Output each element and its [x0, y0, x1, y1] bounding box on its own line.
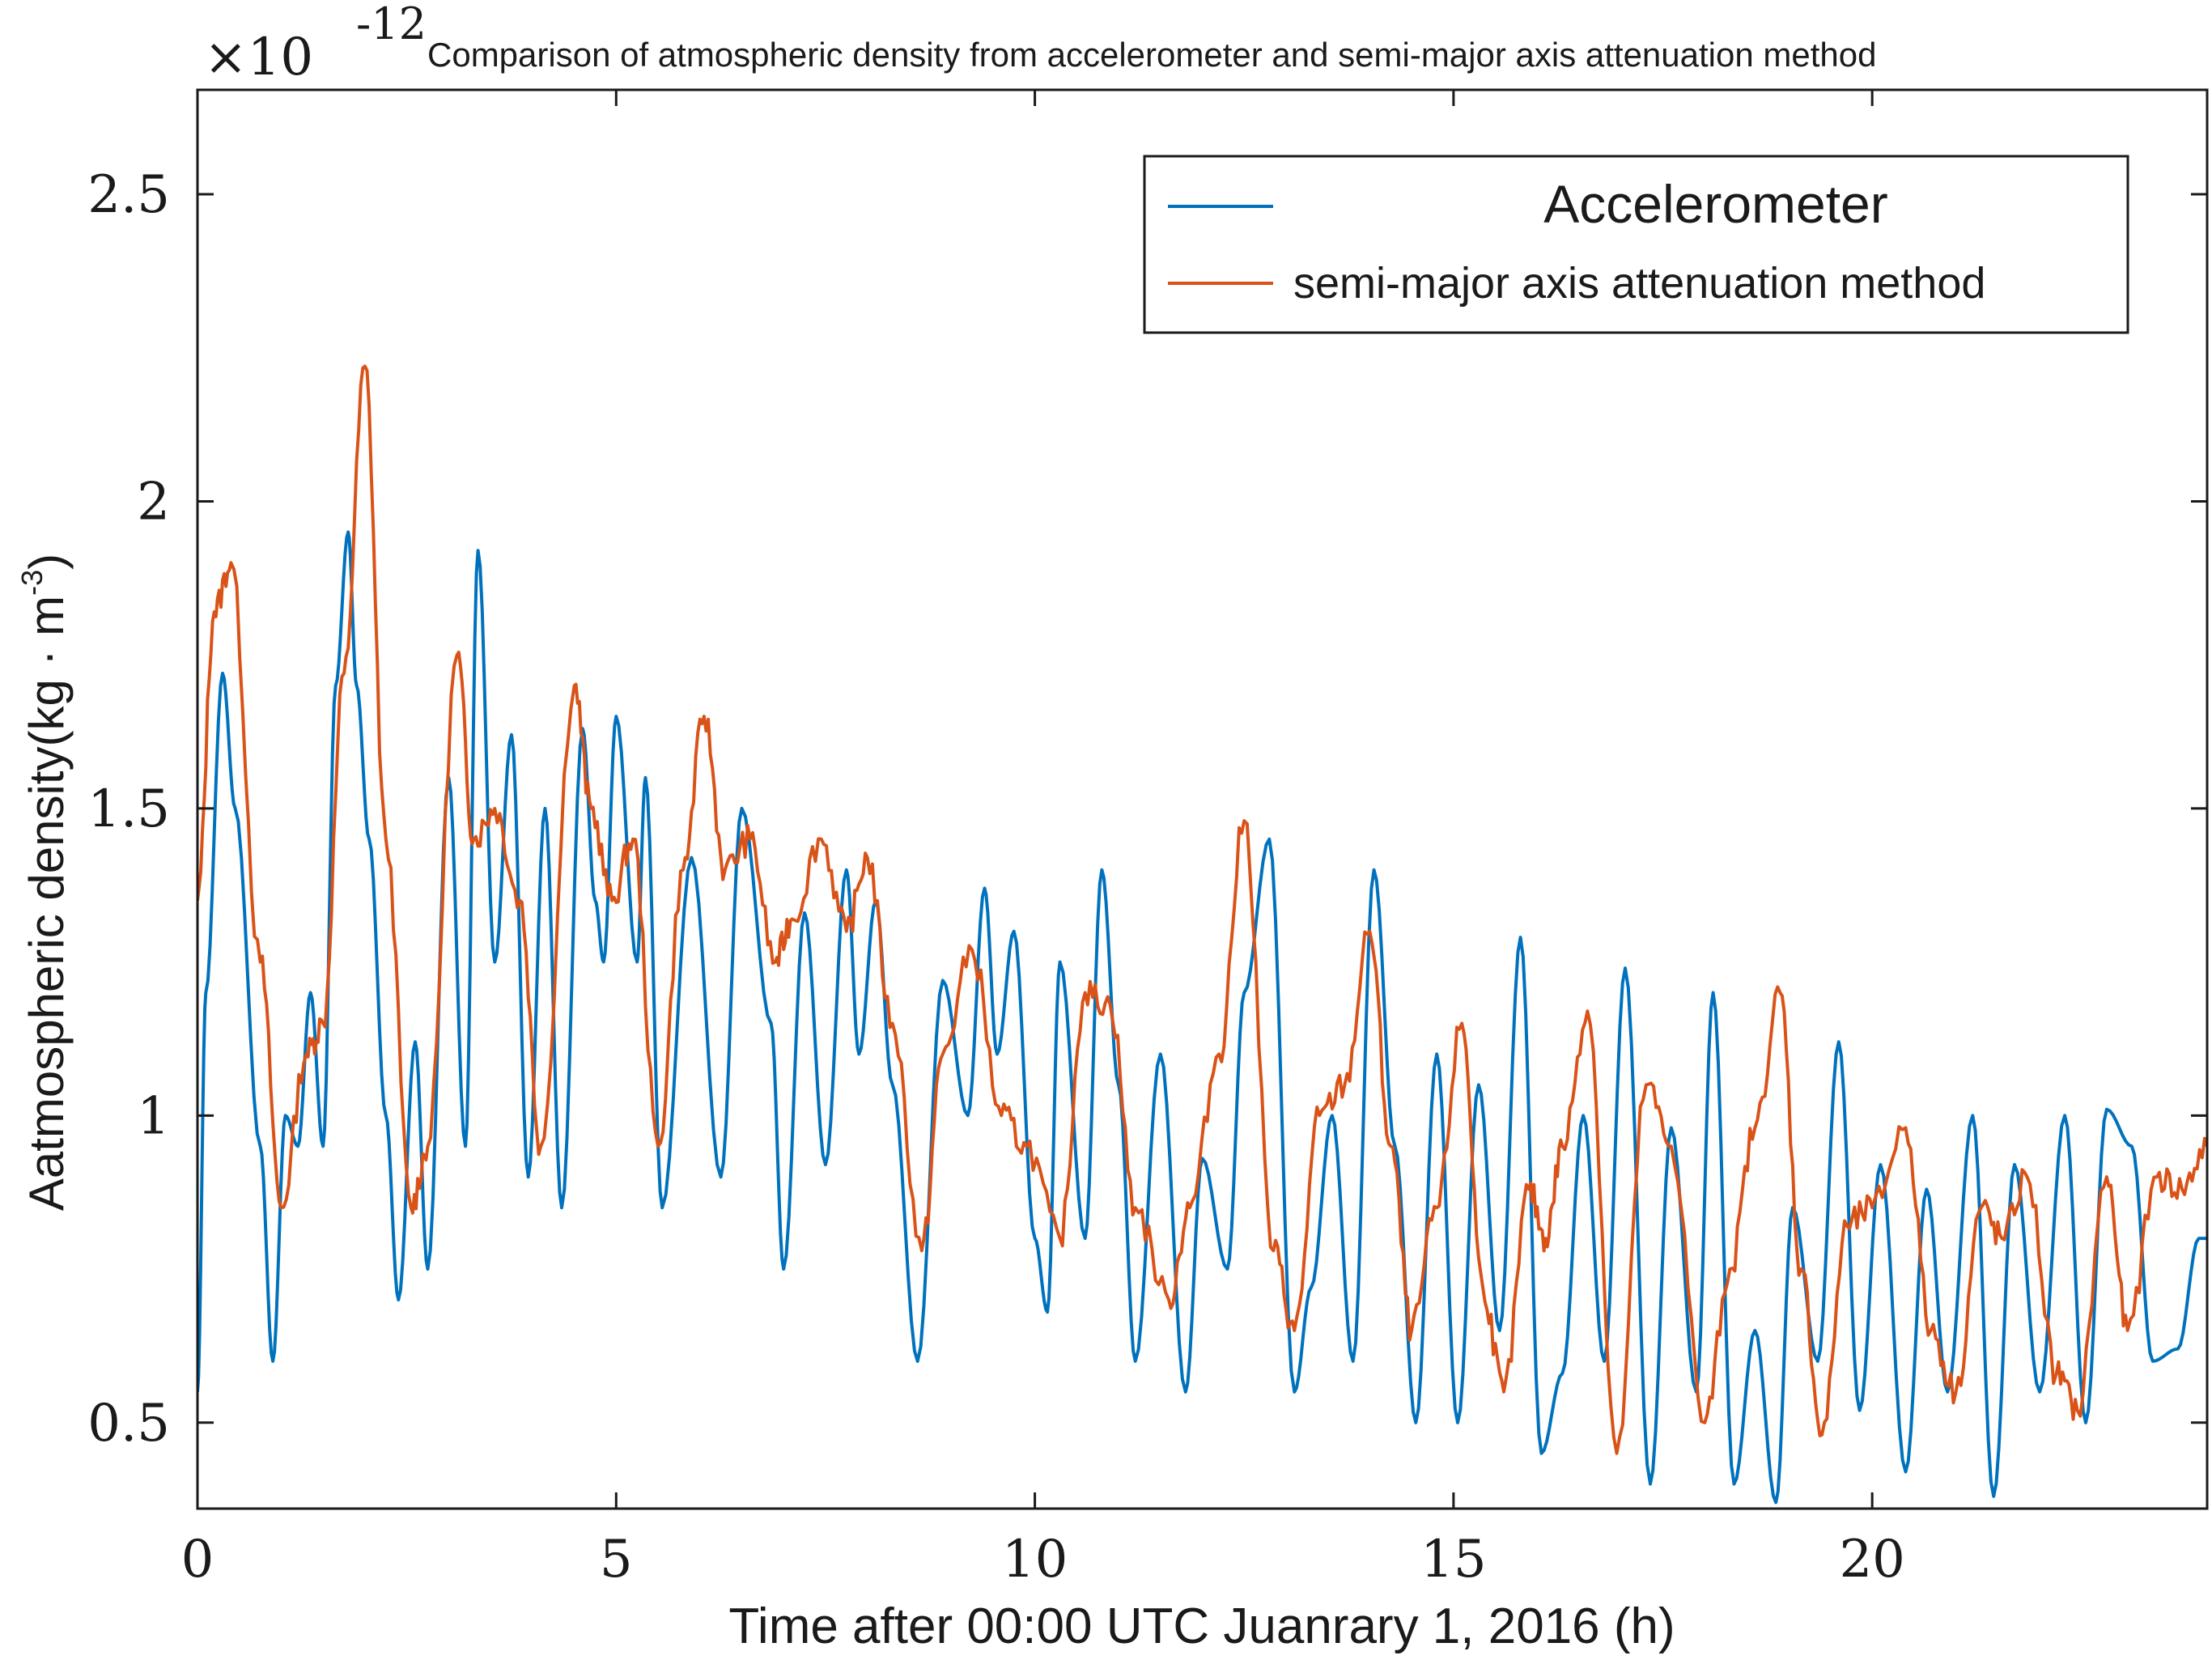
y-tick-label: 1.5	[87, 779, 170, 839]
y-tick-label: 2.5	[87, 165, 170, 225]
x-tick-label: 5	[600, 1530, 633, 1590]
plot-frame	[196, 88, 2209, 1510]
x-axis-label: Time after 00:00 UTC Juanrary 1, 2016 (h…	[728, 1598, 1675, 1654]
series-line-accelerometer	[197, 530, 2207, 1505]
series-line-semi-major-axis-method	[197, 364, 2207, 1455]
legend-label-semi-major-axis-method: semi-major axis attenuation method	[1293, 259, 1985, 308]
y-axis-label-unit: kg · m	[19, 596, 74, 731]
y-axis-label-main: Aatmospheric density	[19, 747, 74, 1212]
y-tick-label: 0.5	[87, 1394, 170, 1454]
x-tick-label: 0	[181, 1530, 214, 1590]
chart-title: Comparison of atmospheric density from a…	[427, 36, 1876, 74]
y-tick-label: 2	[137, 472, 170, 532]
axis-multiplier: ×10 -12	[204, 0, 427, 87]
x-tick-label: 10	[1002, 1530, 1068, 1590]
x-tick-label: 20	[1839, 1530, 1904, 1590]
y-axis-label-unit-exponent: -3	[15, 570, 49, 596]
x-axis-ticks: 0 5 10 15 20	[181, 90, 1905, 1590]
y-axis-label-open: (	[19, 731, 74, 747]
y-axis-ticks: 0.5 1 1.5 2 2.5	[87, 165, 2207, 1454]
legend: Accelerometer semi-major axis attenuatio…	[1143, 155, 2129, 334]
multiplier-exponent: -12	[356, 0, 427, 49]
y-axis-label: Aatmospheric density(kg · m-3)	[15, 554, 74, 1211]
legend-box	[1143, 155, 2129, 334]
x-tick-label: 15	[1420, 1530, 1486, 1590]
y-tick-label: 1	[137, 1086, 170, 1146]
multiplier-base: ×10	[204, 28, 313, 87]
y-axis-label-close: )	[19, 554, 74, 570]
legend-label-accelerometer: Accelerometer	[1543, 174, 1888, 234]
